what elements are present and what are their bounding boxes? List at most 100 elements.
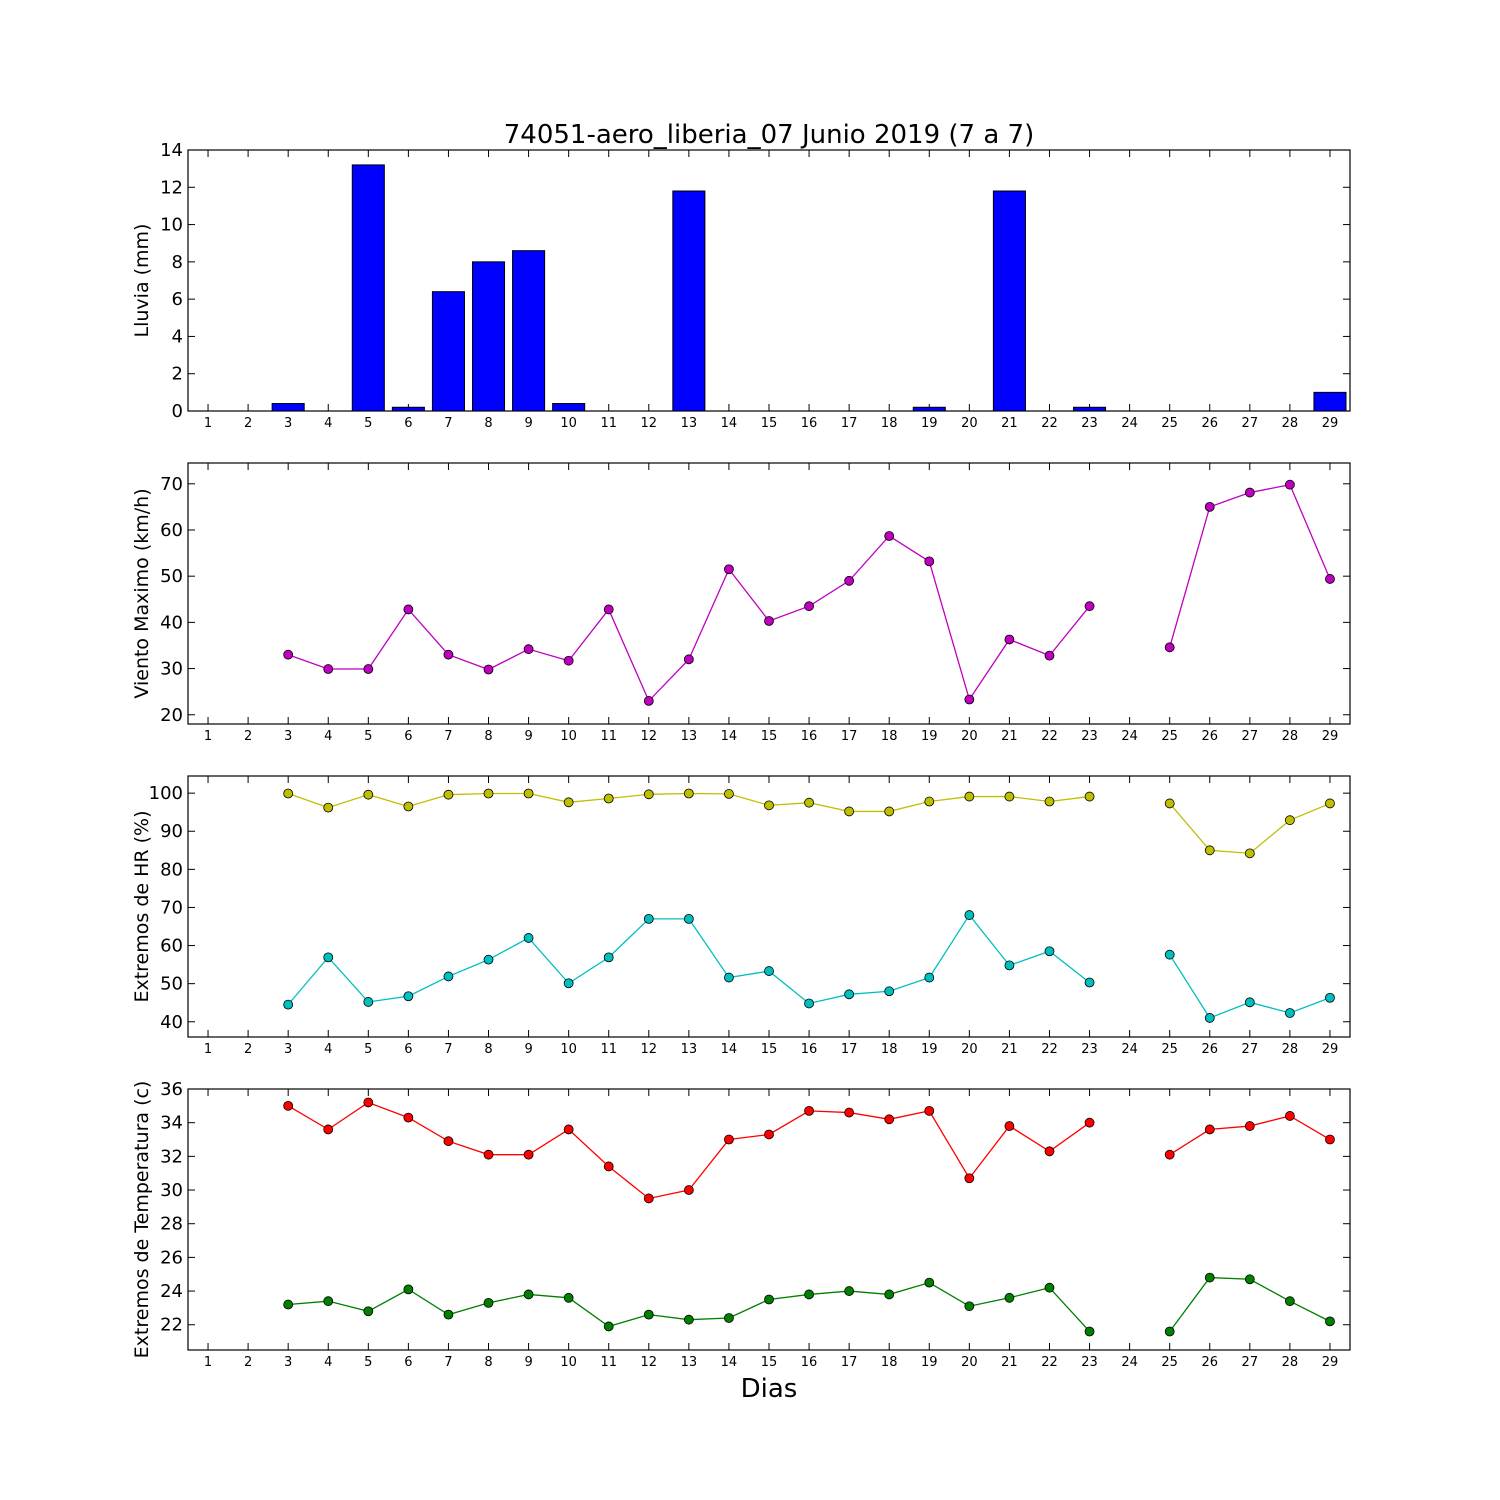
data-point bbox=[1244, 1121, 1255, 1131]
data-point bbox=[964, 694, 975, 705]
y-tick-label: 20 bbox=[160, 705, 183, 726]
data-point bbox=[1004, 960, 1015, 971]
x-tick-label: 9 bbox=[524, 416, 532, 431]
data-point bbox=[403, 1284, 414, 1295]
data-point bbox=[964, 791, 975, 802]
data-point bbox=[283, 1100, 294, 1111]
data-point bbox=[523, 933, 534, 943]
data-point bbox=[724, 972, 734, 983]
data-point bbox=[643, 789, 654, 800]
data-point bbox=[1284, 1008, 1295, 1018]
x-tick-label: 11 bbox=[600, 1355, 617, 1370]
data-point bbox=[1284, 815, 1295, 826]
x-tick-label: 20 bbox=[961, 416, 978, 431]
x-tick-label: 29 bbox=[1322, 416, 1339, 431]
data-point bbox=[683, 1314, 694, 1325]
y-tick-label: 100 bbox=[149, 783, 183, 804]
data-point bbox=[1044, 1146, 1055, 1157]
x-tick-label: 13 bbox=[681, 1355, 698, 1370]
data-point bbox=[804, 601, 814, 612]
data-point bbox=[1004, 791, 1015, 802]
data-point bbox=[643, 1309, 654, 1320]
data-point bbox=[1325, 1316, 1335, 1327]
data-point bbox=[1204, 1013, 1215, 1023]
chart-title: 74051-aero_liberia_07 Junio 2019 (7 a 7) bbox=[504, 120, 1034, 150]
x-tick-label: 25 bbox=[1161, 416, 1178, 431]
x-tick-label: 3 bbox=[284, 416, 292, 431]
data-point bbox=[1244, 487, 1255, 498]
x-tick-label: 18 bbox=[881, 729, 898, 744]
x-tick-label: 14 bbox=[721, 729, 738, 744]
x-tick-label: 5 bbox=[364, 1042, 372, 1057]
x-tick-label: 29 bbox=[1322, 1355, 1339, 1370]
x-tick-label: 4 bbox=[324, 416, 332, 431]
x-tick-label: 28 bbox=[1282, 416, 1299, 431]
x-tick-label: 8 bbox=[484, 416, 492, 431]
x-tick-label: 17 bbox=[841, 416, 858, 431]
data-point bbox=[1084, 791, 1095, 802]
x-tick-label: 15 bbox=[761, 1042, 778, 1057]
x-tick-label: 10 bbox=[560, 1355, 577, 1370]
x-tick-label: 3 bbox=[284, 1355, 292, 1370]
bar bbox=[992, 190, 1026, 412]
x-tick-label: 24 bbox=[1121, 1042, 1138, 1057]
data-point bbox=[1284, 1111, 1295, 1121]
x-tick-label: 21 bbox=[1001, 416, 1018, 431]
data-point bbox=[804, 1289, 814, 1300]
x-tick-label: 26 bbox=[1201, 1042, 1218, 1057]
x-tick-label: 20 bbox=[961, 729, 978, 744]
data-point bbox=[563, 978, 574, 989]
data-point bbox=[1044, 650, 1055, 661]
x-tick-label: 12 bbox=[641, 1355, 658, 1370]
x-tick-label: 27 bbox=[1242, 729, 1259, 744]
x-tick-label: 22 bbox=[1041, 1042, 1058, 1057]
y-axis-label: Extremos de HR (%) bbox=[131, 810, 153, 1002]
data-point bbox=[924, 972, 935, 983]
data-point bbox=[804, 998, 814, 1009]
y-tick-label: 10 bbox=[160, 215, 183, 236]
data-point bbox=[403, 604, 414, 615]
y-tick-label: 14 bbox=[160, 140, 183, 161]
data-point bbox=[363, 664, 374, 674]
data-point bbox=[323, 664, 334, 674]
y-tick-label: 30 bbox=[160, 1180, 183, 1201]
data-point bbox=[804, 797, 814, 808]
data-point bbox=[924, 1105, 935, 1116]
data-point bbox=[764, 1129, 774, 1140]
data-point bbox=[1325, 574, 1335, 584]
series-line bbox=[287, 535, 1091, 703]
data-point bbox=[523, 1149, 534, 1160]
x-tick-label: 5 bbox=[364, 416, 372, 431]
x-tick-label: 8 bbox=[484, 1355, 492, 1370]
data-point bbox=[1084, 977, 1095, 988]
x-tick-label: 12 bbox=[641, 1042, 658, 1057]
x-tick-label: 29 bbox=[1322, 729, 1339, 744]
x-tick-label: 8 bbox=[484, 1042, 492, 1057]
data-point bbox=[323, 1124, 334, 1135]
data-point bbox=[1084, 1117, 1095, 1128]
x-tick-label: 2 bbox=[244, 1042, 252, 1057]
series-line bbox=[1169, 1276, 1331, 1332]
x-tick-label: 11 bbox=[600, 729, 617, 744]
x-tick-label: 6 bbox=[404, 729, 412, 744]
data-point bbox=[323, 952, 334, 963]
x-tick-label: 7 bbox=[444, 1042, 452, 1057]
y-tick-label: 2 bbox=[172, 364, 183, 385]
x-tick-label: 17 bbox=[841, 1355, 858, 1370]
data-point bbox=[283, 788, 294, 799]
x-tick-label: 22 bbox=[1041, 729, 1058, 744]
x-tick-label: 1 bbox=[204, 1355, 212, 1370]
data-point bbox=[1004, 634, 1015, 645]
data-point bbox=[483, 1297, 494, 1308]
series-line bbox=[1169, 954, 1331, 1019]
data-point bbox=[403, 991, 414, 1002]
x-tick-label: 7 bbox=[444, 1355, 452, 1370]
data-point bbox=[483, 954, 494, 965]
data-point bbox=[724, 1134, 734, 1145]
x-tick-label: 13 bbox=[681, 729, 698, 744]
data-point bbox=[443, 1309, 454, 1320]
x-tick-label: 25 bbox=[1161, 729, 1178, 744]
x-tick-label: 23 bbox=[1081, 416, 1098, 431]
x-tick-label: 24 bbox=[1121, 416, 1138, 431]
